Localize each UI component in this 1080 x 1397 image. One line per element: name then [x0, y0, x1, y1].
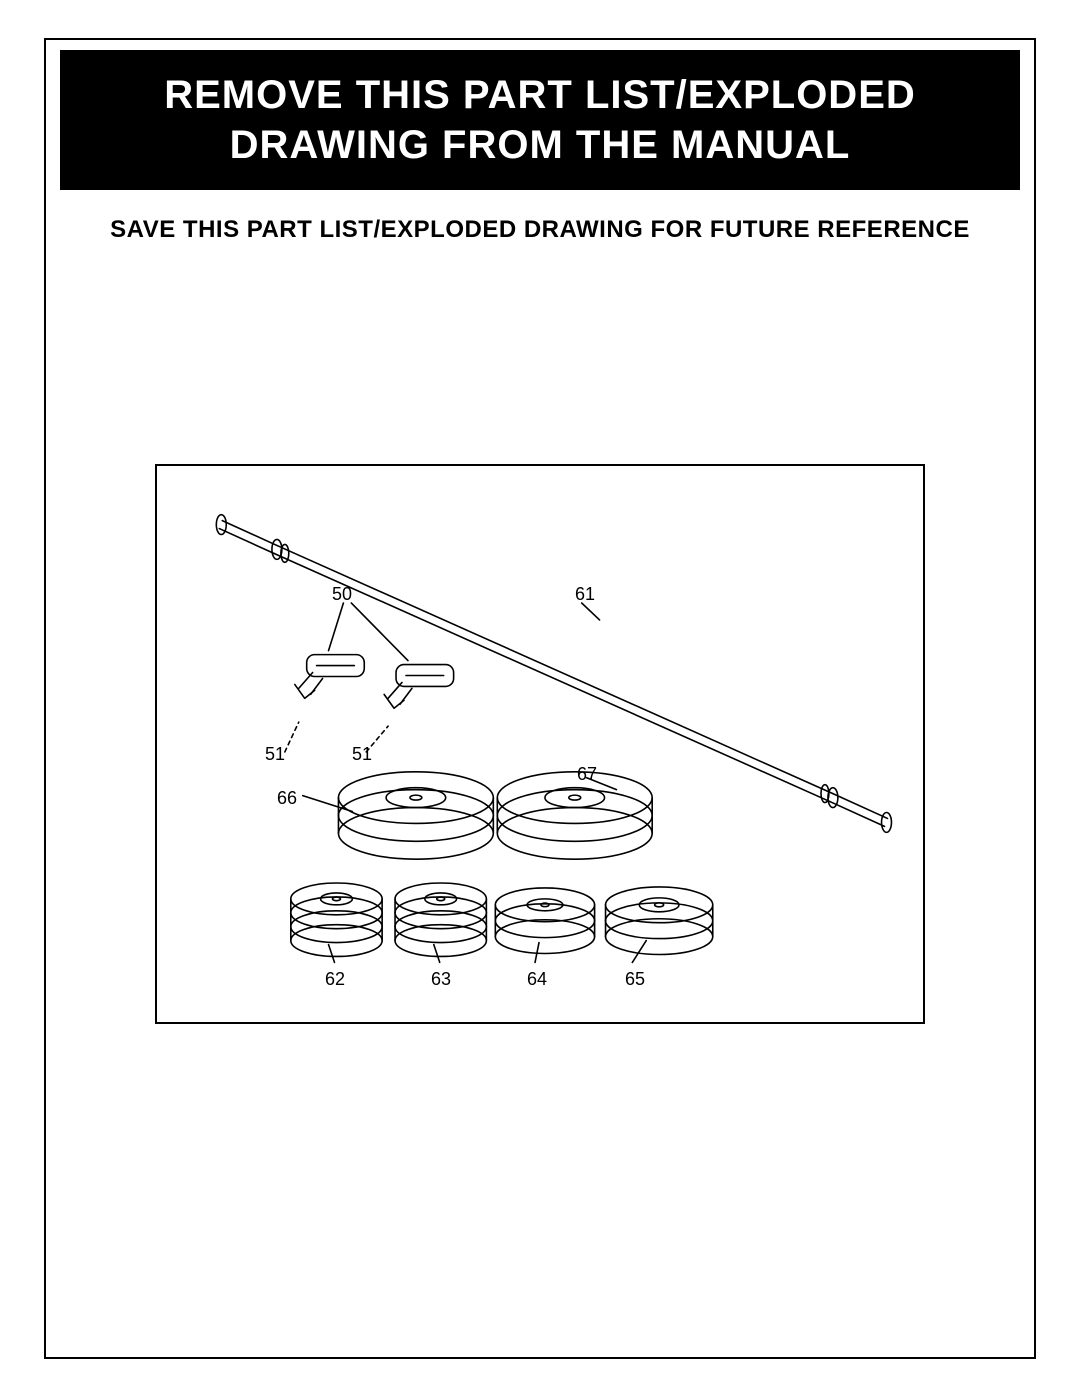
large-plate-left-icon [338, 772, 493, 859]
part-label: 62 [325, 969, 345, 990]
title-line-1: REMOVE THIS PART LIST/EXPLODED [164, 73, 916, 117]
barbell-icon [216, 515, 891, 833]
small-plate-1-icon [291, 883, 382, 956]
page: REMOVE THIS PART LIST/EXPLODED DRAWING F… [0, 0, 1080, 1397]
spring-clip-icon [295, 655, 454, 709]
page-border: REMOVE THIS PART LIST/EXPLODED DRAWING F… [44, 38, 1036, 1359]
small-plate-2-icon [395, 883, 486, 956]
title-banner: REMOVE THIS PART LIST/EXPLODED DRAWING F… [60, 50, 1020, 190]
subheading: SAVE THIS PART LIST/EXPLODED DRAWING FOR… [110, 216, 970, 244]
part-label: 50 [332, 584, 352, 605]
part-label: 65 [625, 969, 645, 990]
small-plate-4-icon [606, 887, 713, 955]
part-label: 51 [352, 744, 372, 765]
part-label: 67 [577, 764, 597, 785]
part-label: 64 [527, 969, 547, 990]
large-plate-right-icon [497, 772, 652, 859]
title-text: REMOVE THIS PART LIST/EXPLODED DRAWING F… [164, 70, 916, 170]
title-line-2: DRAWING FROM THE MANUAL [230, 123, 851, 167]
part-label: 51 [265, 744, 285, 765]
small-plate-3-icon [495, 888, 594, 954]
part-label: 61 [575, 584, 595, 605]
part-label: 66 [277, 788, 297, 809]
part-label: 63 [431, 969, 451, 990]
exploded-drawing-frame: 50 61 51 51 67 66 62 63 64 65 [155, 464, 925, 1024]
